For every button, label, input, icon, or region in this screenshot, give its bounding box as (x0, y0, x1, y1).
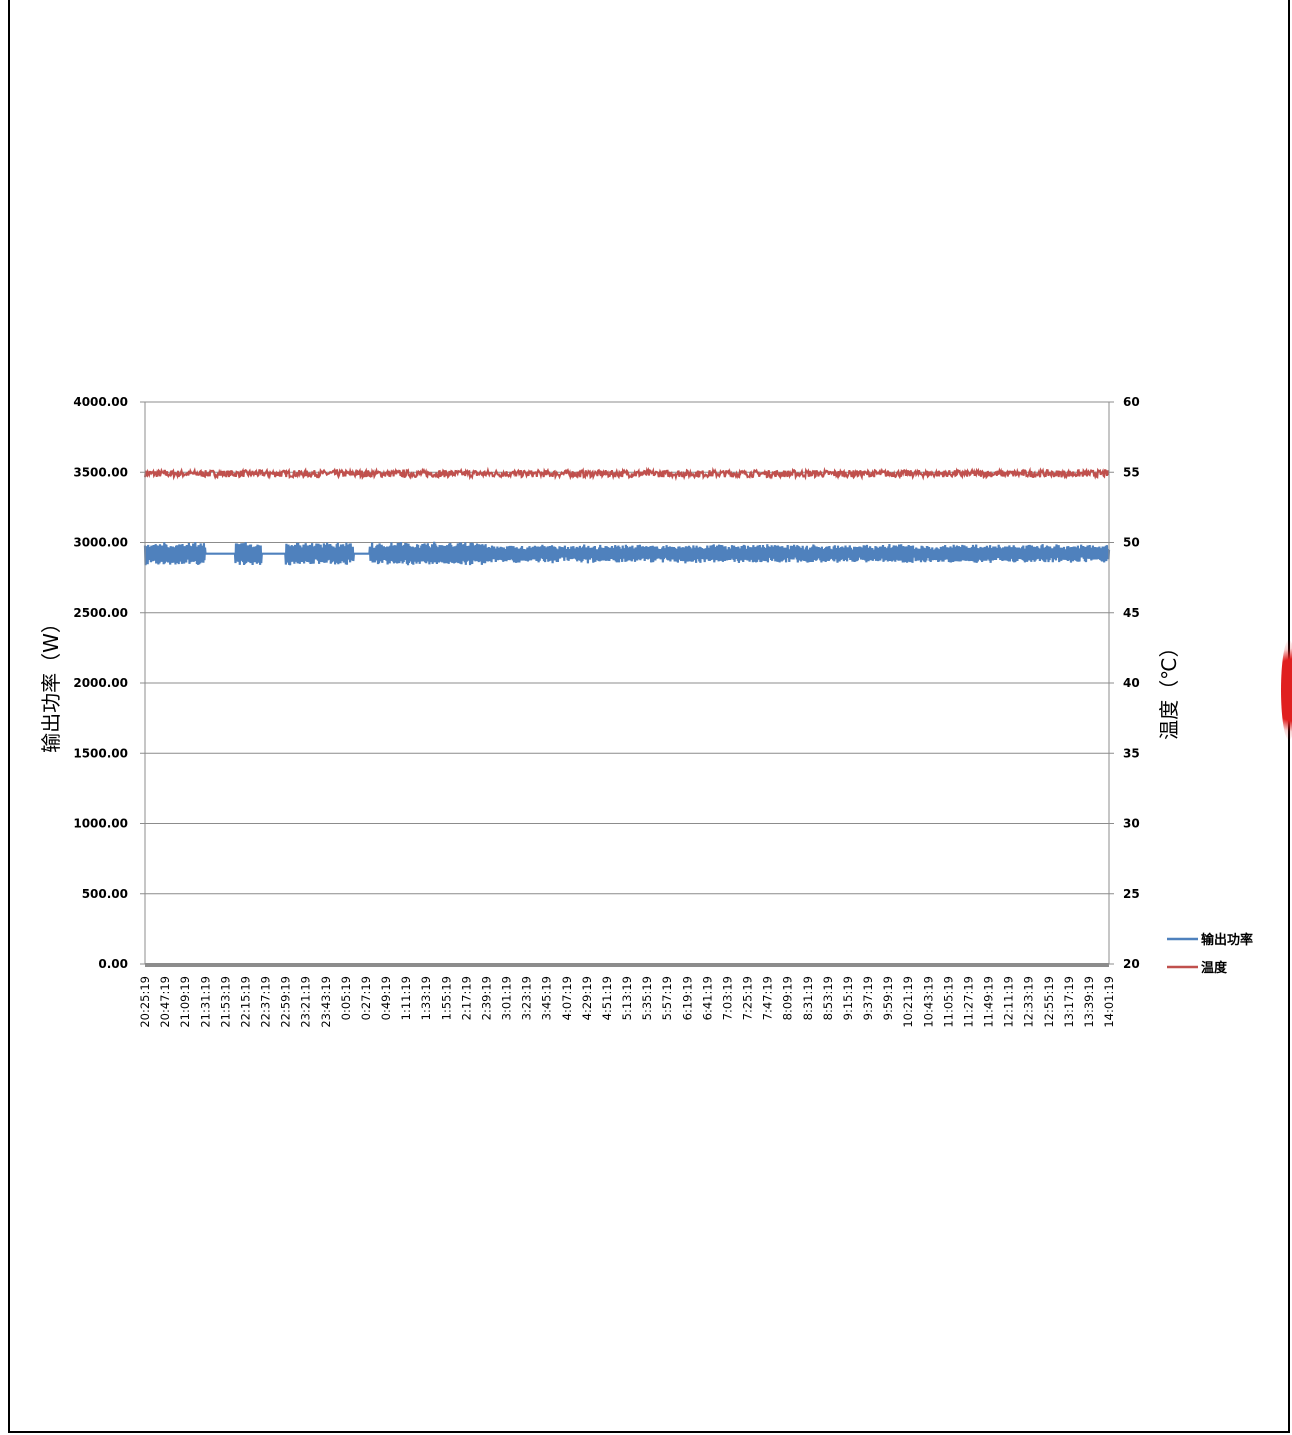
x-tick-label: 21:31:19 (198, 976, 212, 1028)
x-tick-label: 3:45:19 (540, 976, 554, 1020)
y-tick-label: 3000.00 (73, 536, 128, 550)
x-tick-label: 6:41:19 (700, 976, 714, 1020)
x-tick-label: 5:57:19 (660, 976, 674, 1020)
x-tick-label: 6:19:19 (680, 976, 694, 1020)
y2-axis-title: 温度（℃） (1157, 637, 1181, 739)
x-tick-label: 13:39:19 (1082, 976, 1096, 1028)
x-tick-label: 8:31:19 (801, 976, 815, 1020)
x-tick-label: 11:27:19 (961, 976, 975, 1028)
series-line-power (143, 541, 1111, 566)
series-line-temperature (144, 466, 1110, 482)
x-tick-label: 23:21:19 (299, 976, 313, 1028)
x-tick-label: 4:07:19 (560, 976, 574, 1020)
legend: 输出功率 温度 (1167, 932, 1253, 976)
x-tick-label: 2:39:19 (479, 976, 493, 1020)
x-tick-label: 9:15:19 (841, 976, 855, 1020)
y-tick-label: 500.00 (82, 887, 128, 901)
x-tick-label: 7:25:19 (741, 976, 755, 1020)
gridlines (140, 401, 1114, 965)
y-axis-title: 输出功率（W） (39, 613, 63, 753)
x-tick-label: 23:43:19 (319, 976, 333, 1028)
y2-tick-label: 35 (1123, 746, 1140, 760)
x-tick-label: 7:47:19 (761, 976, 775, 1020)
y2-tick-label: 25 (1123, 887, 1140, 901)
x-tick-label: 8:53:19 (821, 976, 835, 1020)
x-tick-label: 21:09:19 (178, 976, 192, 1028)
right-tick-labels: 20 25 30 35 40 45 50 55 60 (1123, 395, 1140, 971)
y-tick-label: 1500.00 (73, 746, 128, 760)
x-tick-label: 20:25:19 (138, 976, 152, 1028)
x-tick-label: 3:23:19 (520, 976, 534, 1020)
y2-tick-label: 20 (1123, 957, 1140, 971)
x-tick-label: 22:37:19 (259, 976, 273, 1028)
x-tick-label: 14:01:19 (1102, 976, 1116, 1028)
y2-tick-label: 55 (1123, 465, 1140, 479)
x-tick-label: 2:17:19 (459, 976, 473, 1020)
x-tick-label: 12:11:19 (1002, 976, 1016, 1028)
x-tick-label: 1:33:19 (419, 976, 433, 1020)
x-tick-label: 21:53:19 (218, 976, 232, 1028)
y-tick-label: 4000.00 (73, 395, 128, 409)
x-tick-label: 11:49:19 (982, 976, 996, 1028)
x-tick-label: 20:47:19 (158, 976, 172, 1028)
legend-entry-temperature: 温度 (1201, 960, 1228, 976)
y-tick-label: 2000.00 (73, 676, 128, 690)
y-tick-label: 2500.00 (73, 606, 128, 620)
y2-tick-label: 30 (1123, 817, 1140, 831)
x-tick-label: 1:55:19 (439, 976, 453, 1020)
x-tick-label: 0:27:19 (359, 976, 373, 1020)
x-tick-label: 10:43:19 (921, 976, 935, 1028)
x-tick-label: 5:35:19 (640, 976, 654, 1020)
y2-tick-label: 40 (1123, 676, 1140, 690)
y-tick-label: 3500.00 (73, 465, 128, 479)
series-layer (143, 466, 1111, 566)
x-tick-label: 5:13:19 (620, 976, 634, 1020)
x-tick-label: 1:11:19 (399, 976, 413, 1020)
red-seal-stamp (1281, 640, 1292, 740)
x-tick-label: 8:09:19 (781, 976, 795, 1020)
x-tick-label: 12:33:19 (1022, 976, 1036, 1028)
x-tick-label: 4:51:19 (600, 976, 614, 1020)
y2-tick-label: 60 (1123, 395, 1140, 409)
x-tick-label: 22:59:19 (279, 976, 293, 1028)
axes (144, 402, 1110, 967)
y2-tick-label: 50 (1123, 536, 1140, 550)
x-tick-label: 3:01:19 (500, 976, 514, 1020)
x-tick-label: 7:03:19 (720, 976, 734, 1020)
x-tick-labels: 20:25:19 20:47:19 21:09:19 21:31:19 21:53:19… (138, 976, 1116, 1028)
x-tick-label: 12:55:19 (1042, 976, 1056, 1028)
x-tick-label: 0:05:19 (339, 976, 353, 1020)
x-tick-label: 22:15:19 (238, 976, 252, 1028)
x-tick-label: 9:59:19 (881, 976, 895, 1020)
x-tick-label: 13:17:19 (1062, 976, 1076, 1028)
x-tick-label: 9:37:19 (861, 976, 875, 1020)
y-tick-label: 0.00 (98, 957, 128, 971)
x-tick-label: 11:05:19 (941, 976, 955, 1028)
x-tick-label: 10:21:19 (901, 976, 915, 1028)
y-tick-label: 1000.00 (73, 817, 128, 831)
y2-tick-label: 45 (1123, 606, 1140, 620)
legend-entry-power: 输出功率 (1201, 932, 1253, 948)
x-tick-label: 0:49:19 (379, 976, 393, 1020)
left-tick-labels: 0.00 500.00 1000.00 1500.00 2000.00 2500.00 30… (73, 395, 128, 971)
x-tick-label: 4:29:19 (580, 976, 594, 1020)
